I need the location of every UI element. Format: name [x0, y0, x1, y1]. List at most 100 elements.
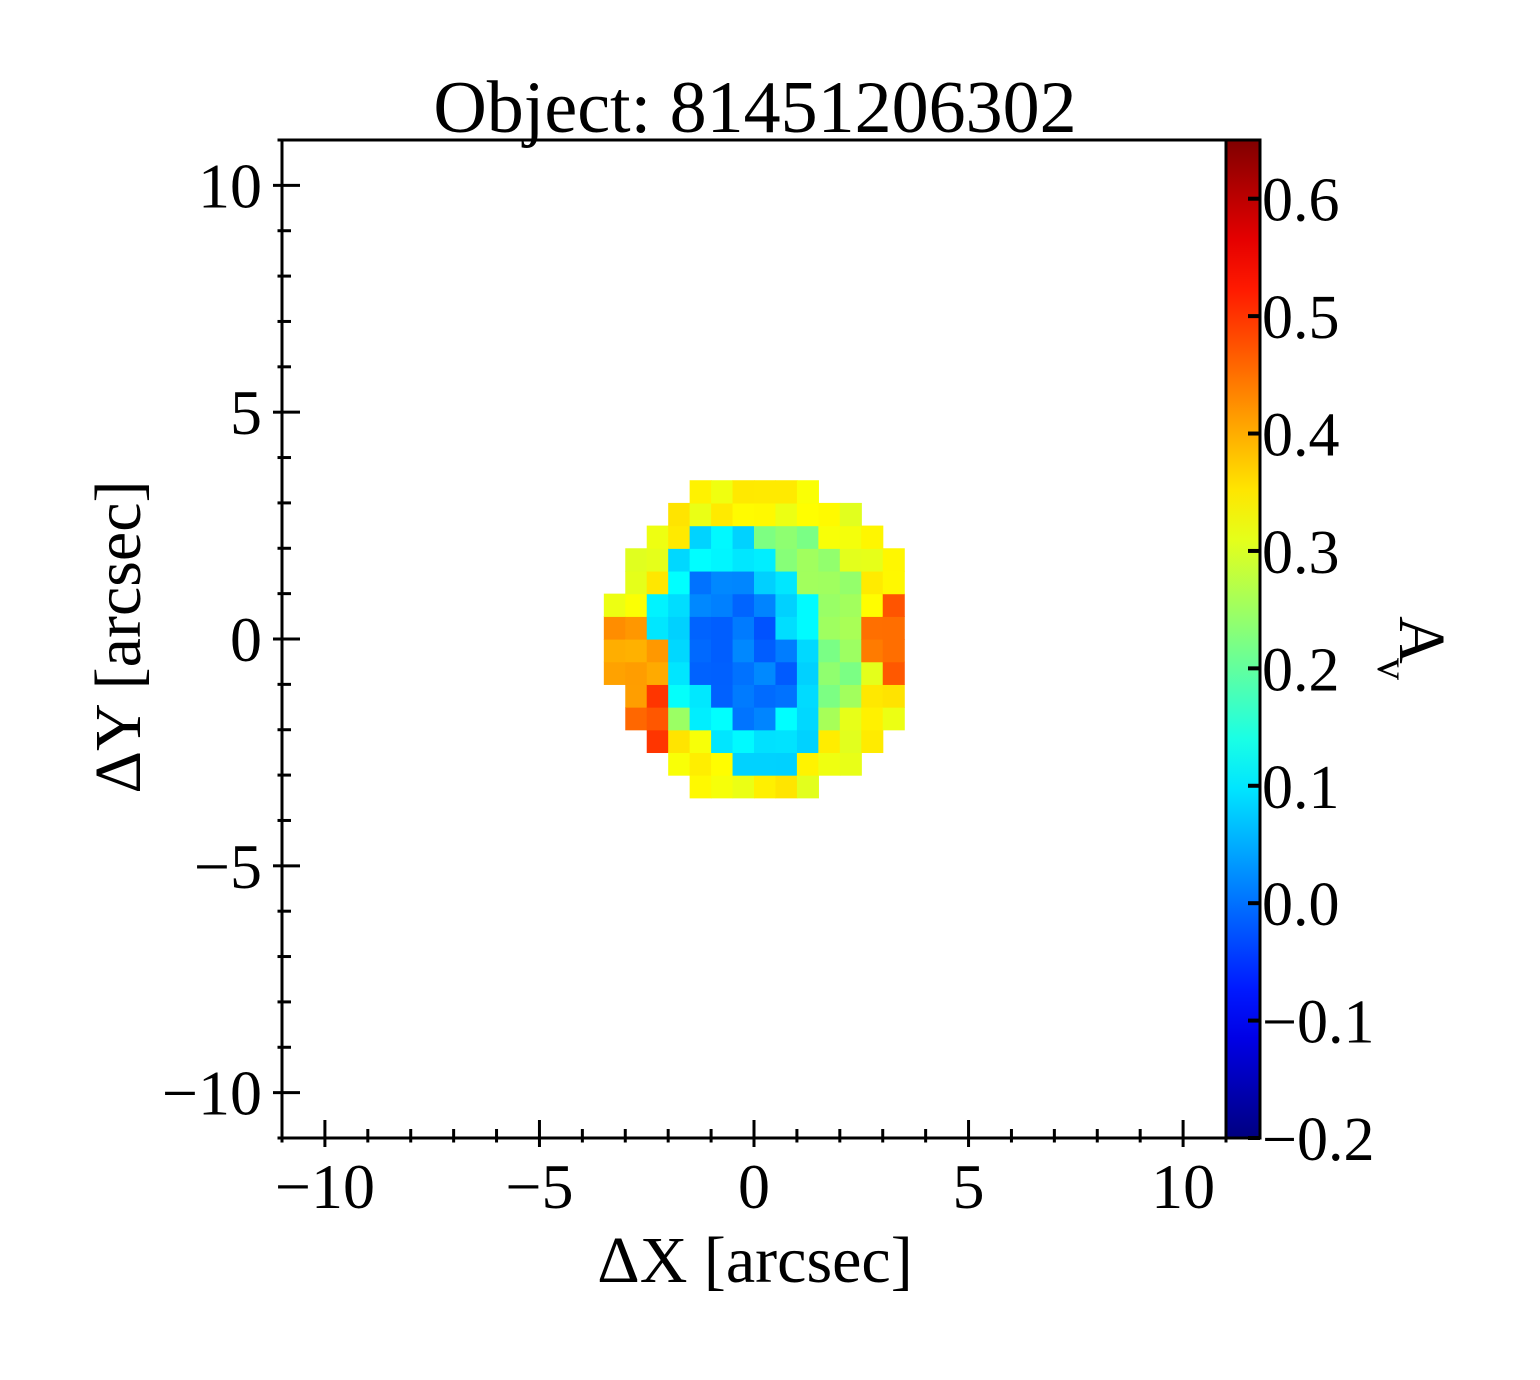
heatmap-cell — [646, 525, 669, 549]
heatmap-cell — [689, 570, 712, 595]
heatmap-cell — [839, 548, 862, 572]
y-tick-label: 5 — [230, 377, 262, 448]
heatmap-cell — [732, 570, 755, 595]
colorbar-tick-label: 0.1 — [1262, 754, 1340, 822]
heatmap-cell — [861, 548, 884, 572]
colorbar-tick-label: 0.5 — [1262, 284, 1340, 352]
heatmap-cell — [646, 729, 669, 754]
heatmap-cell — [839, 661, 862, 685]
heatmap-cell — [668, 570, 691, 595]
colorbar-label-main: A — [1385, 616, 1458, 664]
heatmap-cell — [882, 639, 905, 663]
heatmap-cell — [861, 593, 884, 617]
heatmap-cell — [732, 593, 755, 617]
heatmap-cell — [689, 480, 712, 504]
heatmap-cell — [754, 502, 777, 527]
x-tick-label: −5 — [505, 1151, 573, 1222]
heatmap-cell — [689, 548, 712, 572]
heatmap-cell — [882, 548, 905, 572]
heatmap-cell — [775, 775, 798, 799]
colorbar-tick-label: 0.0 — [1262, 871, 1340, 939]
heatmap-cell — [754, 684, 777, 708]
heatmap-cell — [668, 661, 691, 685]
y-axis-label: ΔY [arcsec] — [82, 481, 155, 794]
x-tick-label: 5 — [953, 1151, 985, 1222]
colorbar-tick-label: −0.1 — [1262, 989, 1374, 1057]
heatmap-cell — [603, 593, 626, 617]
heatmap-cell — [775, 616, 798, 640]
heatmap-cell — [689, 707, 712, 731]
heatmap-cell — [775, 548, 798, 572]
y-tick-label: 10 — [198, 150, 262, 221]
chart-title: Object: 81451206302 — [433, 67, 1076, 149]
heatmap-cell — [711, 502, 734, 527]
x-tick-label: −10 — [275, 1151, 375, 1222]
heatmap-cell — [796, 729, 819, 754]
heatmap-cell — [689, 729, 712, 754]
heatmap-cell — [711, 480, 734, 504]
heatmap-cell — [839, 684, 862, 708]
heatmap-cell — [668, 752, 691, 776]
heatmap-cell — [689, 775, 712, 799]
heatmap-cell — [603, 639, 626, 663]
heatmap-cell — [689, 639, 712, 663]
heatmap-cell — [711, 661, 734, 685]
heatmap-cell — [711, 548, 734, 572]
heatmap-cell — [861, 639, 884, 663]
heatmap-cell — [796, 707, 819, 731]
heatmap-cell — [775, 639, 798, 663]
heatmap-cell — [818, 684, 841, 708]
heatmap-cell — [754, 616, 777, 640]
heatmap-cell — [646, 661, 669, 685]
heatmap-cell — [732, 525, 755, 549]
heatmap-cell — [818, 593, 841, 617]
heatmap-cell — [646, 707, 669, 731]
heatmap-cell — [689, 752, 712, 776]
heatmap-cell — [754, 548, 777, 572]
heatmap-cell — [711, 616, 734, 640]
heatmap-cell — [796, 775, 819, 799]
heatmap-cell — [796, 684, 819, 708]
heatmap-cell — [646, 548, 669, 572]
heatmap-cell — [818, 570, 841, 595]
heatmap-cell — [646, 593, 669, 617]
heatmap-cell — [625, 616, 648, 640]
heatmap-cell — [882, 570, 905, 595]
heatmap-cell — [625, 707, 648, 731]
heatmap-cell — [796, 480, 819, 504]
heatmap-cell — [711, 684, 734, 708]
heatmap-cell — [732, 729, 755, 754]
heatmap-cell — [839, 707, 862, 731]
heatmap-cell — [818, 661, 841, 685]
heatmap-cell — [796, 593, 819, 617]
heatmap-cell — [732, 616, 755, 640]
heatmap-cell — [839, 729, 862, 754]
heatmap-cell — [818, 752, 841, 776]
heatmap-cell — [796, 752, 819, 776]
heatmap-cell — [754, 639, 777, 663]
heatmap-cell — [861, 616, 884, 640]
heatmap-cell — [775, 525, 798, 549]
colorbar — [1224, 138, 1262, 1140]
heatmap-cell — [689, 661, 712, 685]
heatmap-cell — [668, 502, 691, 527]
heatmap-cell — [754, 729, 777, 754]
heatmap-cell — [754, 661, 777, 685]
heatmap-cell — [882, 661, 905, 685]
heatmap-cell — [689, 684, 712, 708]
x-axis-ticks: −10 −5 0 5 10 — [275, 1120, 1228, 1222]
heatmap-cell — [882, 616, 905, 640]
heatmap-cell — [775, 729, 798, 754]
heatmap-cell — [668, 616, 691, 640]
heatmap-cell — [668, 593, 691, 617]
heatmap-layer — [603, 480, 905, 799]
heatmap-cell — [668, 684, 691, 708]
heatmap-cell — [668, 729, 691, 754]
heatmap-cell — [668, 639, 691, 663]
heatmap-cell — [839, 752, 862, 776]
heatmap-cell — [732, 707, 755, 731]
heatmap-cell — [818, 525, 841, 549]
heatmap-cell — [754, 593, 777, 617]
heatmap-cell — [775, 661, 798, 685]
